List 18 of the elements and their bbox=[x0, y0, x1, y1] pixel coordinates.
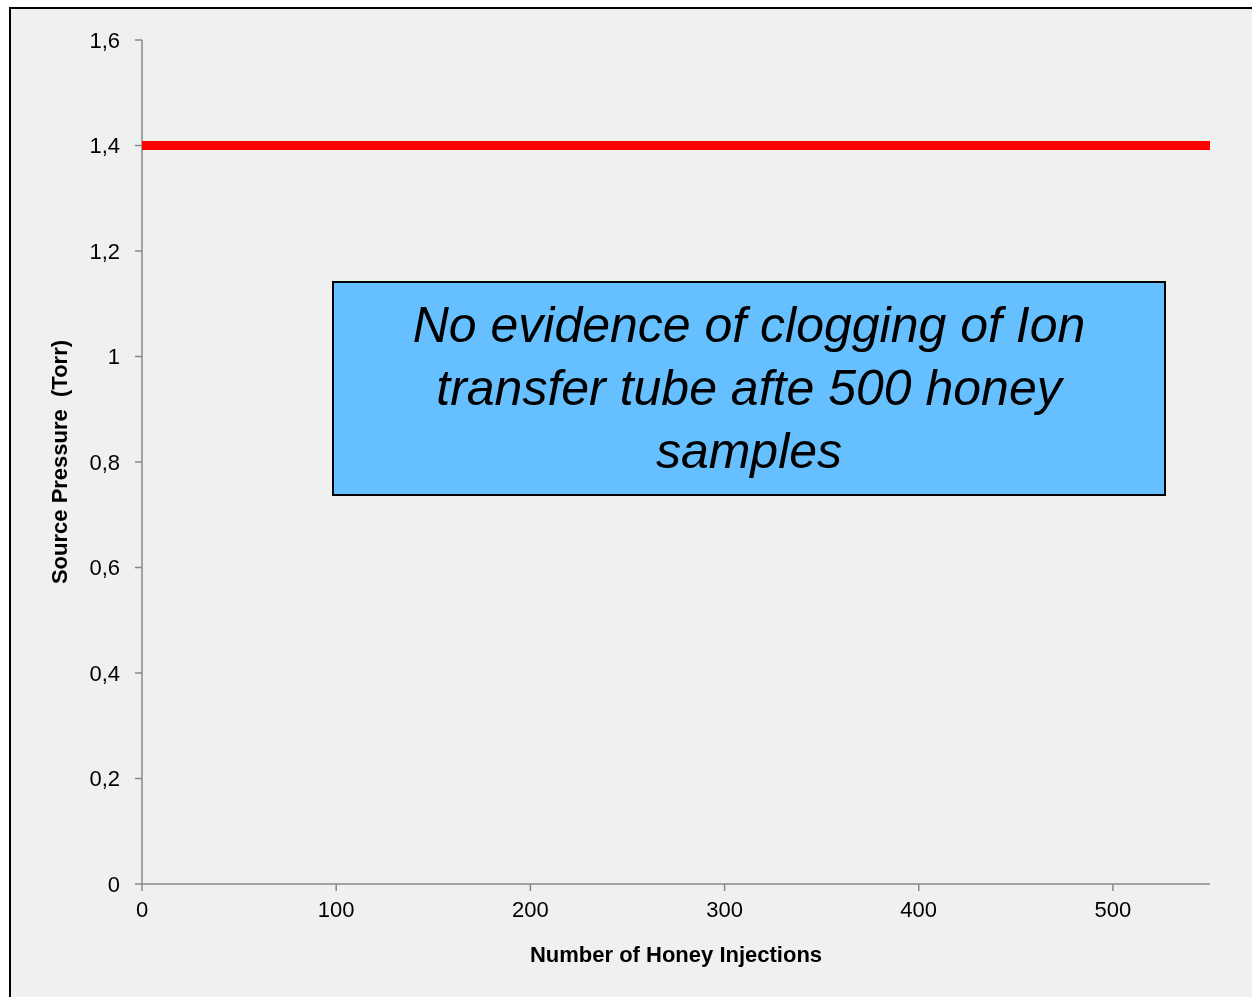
y-tick-label: 0,8 bbox=[89, 449, 120, 475]
y-tick-label: 1,6 bbox=[89, 27, 120, 53]
x-tick-label: 500 bbox=[1094, 897, 1132, 922]
y-axis-title: Source Pressure (Torr) bbox=[47, 339, 72, 585]
y-tick-label: 1,4 bbox=[89, 133, 120, 159]
y-tick-label: 1,2 bbox=[89, 238, 120, 264]
annotation: No evidence of clogging of Ion transfer tube afte 500 honey samples bbox=[411, 296, 1087, 481]
y-tick-label: 0,4 bbox=[89, 660, 120, 686]
y-tick-label: 0,6 bbox=[89, 555, 120, 581]
y-tick-label: 1 bbox=[107, 344, 120, 370]
x-tick-label: 100 bbox=[317, 897, 355, 922]
x-tick-label: 400 bbox=[900, 897, 938, 922]
y-tick-label: 0 bbox=[107, 871, 120, 897]
y-tick-label: 0,2 bbox=[89, 766, 120, 792]
x-tick-label: 0 bbox=[135, 897, 149, 922]
x-tick-label: 200 bbox=[512, 897, 549, 922]
x-axis-title: Number of Honey Injections bbox=[529, 942, 823, 967]
x-tick-label: 300 bbox=[706, 897, 743, 922]
